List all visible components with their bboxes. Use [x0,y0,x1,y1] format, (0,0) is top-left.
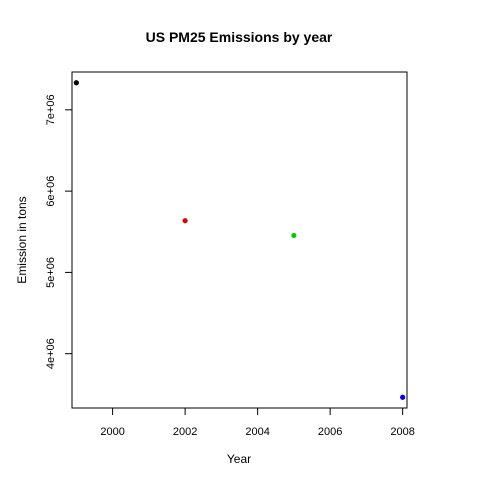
data-point [182,218,188,224]
plot-frame [71,71,408,409]
data-point [73,80,79,86]
y-axis: 4e+06 5e+06 6e+06 7e+06 [45,94,72,369]
y-tick-label: 7e+06 [45,94,57,125]
x-tick-label: 2004 [245,426,269,438]
data-point [291,232,297,239]
x-tick-label: 2008 [390,426,414,438]
x-axis-label: Year [227,452,251,466]
y-tick-label: 6e+06 [45,176,57,207]
x-axis: 2000 2002 2004 2006 2008 [100,408,415,438]
chart-title: US PM25 Emissions by year [146,29,333,45]
y-tick-label: 4e+06 [45,338,57,369]
x-tick-label: 2002 [173,426,197,438]
x-tick-label: 2006 [318,426,342,438]
y-tick-label: 5e+06 [45,257,57,288]
data-point [400,394,406,400]
x-tick-label: 2000 [100,426,124,438]
y-axis-label: Emission in tons [15,196,29,283]
data-points [73,80,406,400]
